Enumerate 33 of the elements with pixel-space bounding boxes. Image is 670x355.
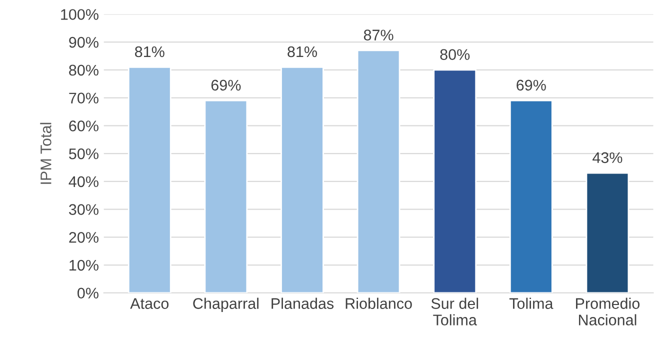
y-tick-label: 40%	[68, 176, 98, 188]
x-tick-label: Promedio Nacional	[576, 298, 640, 326]
bar	[509, 100, 553, 293]
data-label: 43%	[592, 152, 622, 164]
y-tick-label: 30%	[68, 204, 98, 215]
y-tick-label: 80%	[69, 64, 98, 76]
bar	[280, 66, 324, 293]
data-label: 81%	[288, 46, 317, 58]
x-tick-label: Chaparral	[193, 298, 258, 312]
y-tick-label: 100%	[61, 9, 98, 20]
x-tick-label: Ataco	[130, 298, 169, 309]
bar	[128, 66, 172, 293]
data-label: 80%	[440, 49, 470, 60]
data-label: 69%	[211, 80, 241, 91]
bar	[204, 100, 248, 293]
y-tick-label: 10%	[70, 260, 98, 271]
y-tick-label: 70%	[69, 92, 98, 104]
data-label: 69%	[516, 80, 546, 91]
bar	[586, 172, 630, 293]
x-tick-label: Planadas	[272, 298, 334, 309]
y-tick-label: 0%	[78, 288, 98, 299]
x-tick-label: Tolima	[509, 298, 554, 309]
y-tick-label: 50%	[69, 148, 98, 160]
y-tick-label: 60%	[69, 120, 98, 132]
x-tick-label: Sur del Tolima	[431, 298, 478, 326]
x-tick-label: Rioblanco	[346, 298, 412, 309]
y-tick-label: 20%	[69, 232, 98, 243]
y-axis-title: IPM Total	[40, 122, 52, 184]
y-tick-label: 90%	[69, 36, 98, 48]
data-label: 87%	[364, 30, 394, 40]
bar	[433, 69, 477, 293]
data-label: 81%	[135, 46, 164, 58]
bar	[356, 50, 400, 293]
